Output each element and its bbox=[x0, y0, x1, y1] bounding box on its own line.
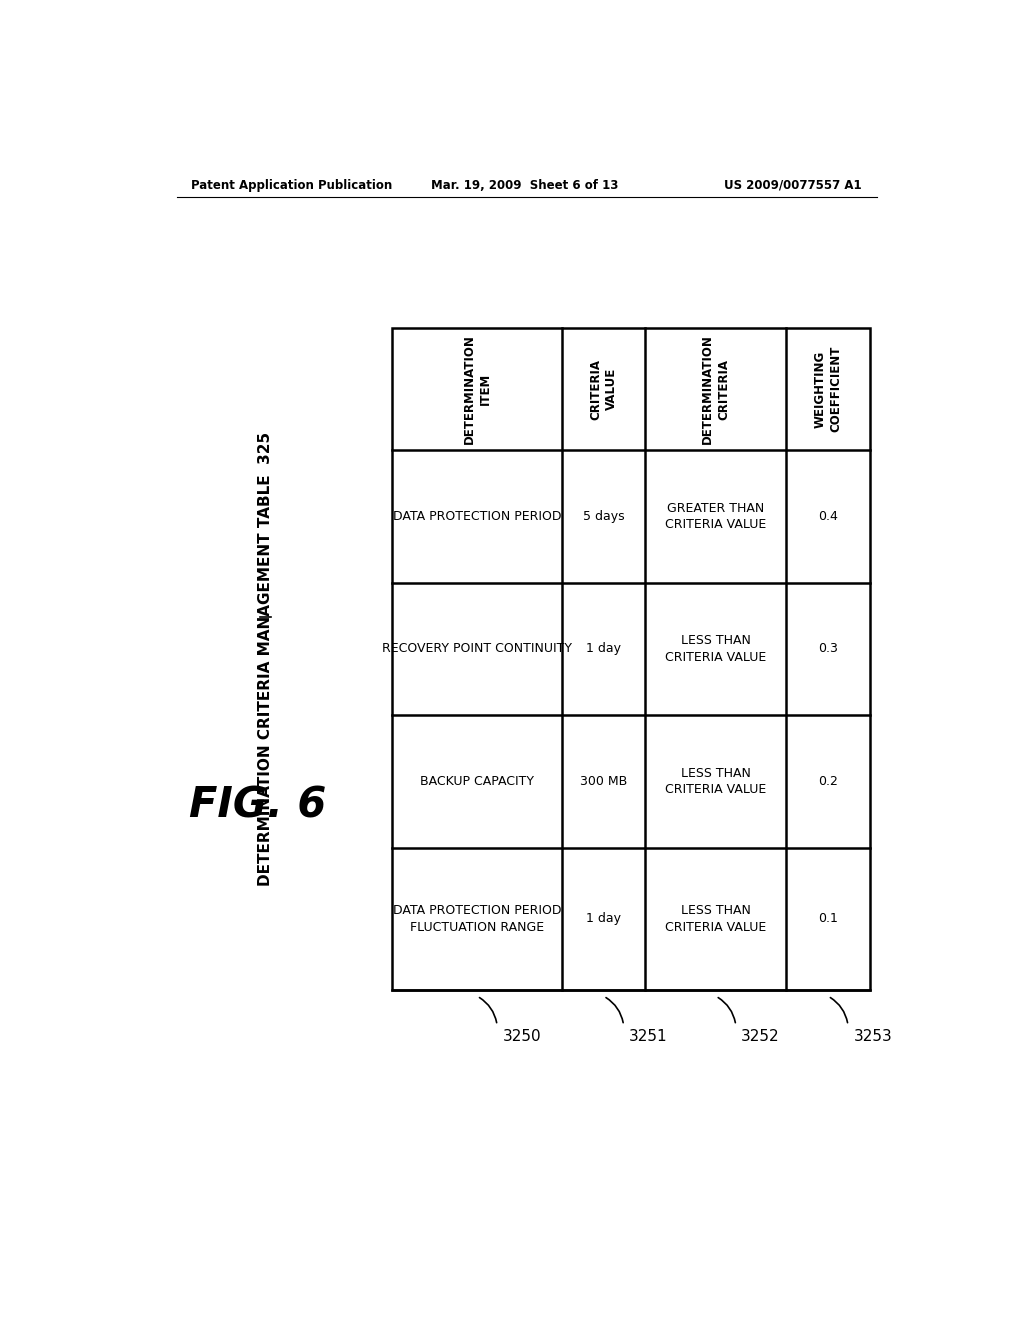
Text: 0.3: 0.3 bbox=[818, 643, 838, 656]
Text: FIG. 6: FIG. 6 bbox=[188, 784, 327, 826]
Text: BACKUP CAPACITY: BACKUP CAPACITY bbox=[420, 775, 535, 788]
Text: DATA PROTECTION PERIOD: DATA PROTECTION PERIOD bbox=[393, 510, 561, 523]
Text: US 2009/0077557 A1: US 2009/0077557 A1 bbox=[724, 178, 862, 191]
Text: 0.4: 0.4 bbox=[818, 510, 838, 523]
Text: DETERMINATION
CRITERIA: DETERMINATION CRITERIA bbox=[701, 334, 730, 444]
Text: GREATER THAN
CRITERIA VALUE: GREATER THAN CRITERIA VALUE bbox=[666, 502, 766, 531]
Text: DATA PROTECTION PERIOD
FLUCTUATION RANGE: DATA PROTECTION PERIOD FLUCTUATION RANGE bbox=[393, 904, 561, 933]
Text: 5 days: 5 days bbox=[583, 510, 625, 523]
Text: 3253: 3253 bbox=[853, 1028, 892, 1044]
Text: LESS THAN
CRITERIA VALUE: LESS THAN CRITERIA VALUE bbox=[666, 767, 766, 796]
Text: 3250: 3250 bbox=[503, 1028, 541, 1044]
Text: LESS THAN
CRITERIA VALUE: LESS THAN CRITERIA VALUE bbox=[666, 634, 766, 664]
Text: 1 day: 1 day bbox=[586, 912, 622, 925]
Text: RECOVERY POINT CONTINUITY: RECOVERY POINT CONTINUITY bbox=[382, 643, 572, 656]
Text: 3252: 3252 bbox=[741, 1028, 780, 1044]
Bar bbox=[392, 327, 869, 990]
Text: 1 day: 1 day bbox=[586, 643, 622, 656]
Text: DETERMINATION CRITERIA MANAGEMENT TABLE  325: DETERMINATION CRITERIA MANAGEMENT TABLE … bbox=[258, 432, 272, 886]
Text: 300 MB: 300 MB bbox=[580, 775, 628, 788]
Text: WEIGHTING
COEFFICIENT: WEIGHTING COEFFICIENT bbox=[813, 346, 843, 432]
Text: Mar. 19, 2009  Sheet 6 of 13: Mar. 19, 2009 Sheet 6 of 13 bbox=[431, 178, 618, 191]
Text: 0.2: 0.2 bbox=[818, 775, 838, 788]
Text: LESS THAN
CRITERIA VALUE: LESS THAN CRITERIA VALUE bbox=[666, 904, 766, 933]
Text: 0.1: 0.1 bbox=[818, 912, 838, 925]
Text: 3251: 3251 bbox=[629, 1028, 668, 1044]
Text: Patent Application Publication: Patent Application Publication bbox=[190, 178, 392, 191]
Text: CRITERIA
VALUE: CRITERIA VALUE bbox=[589, 359, 618, 420]
Text: DETERMINATION
ITEM: DETERMINATION ITEM bbox=[463, 334, 492, 444]
